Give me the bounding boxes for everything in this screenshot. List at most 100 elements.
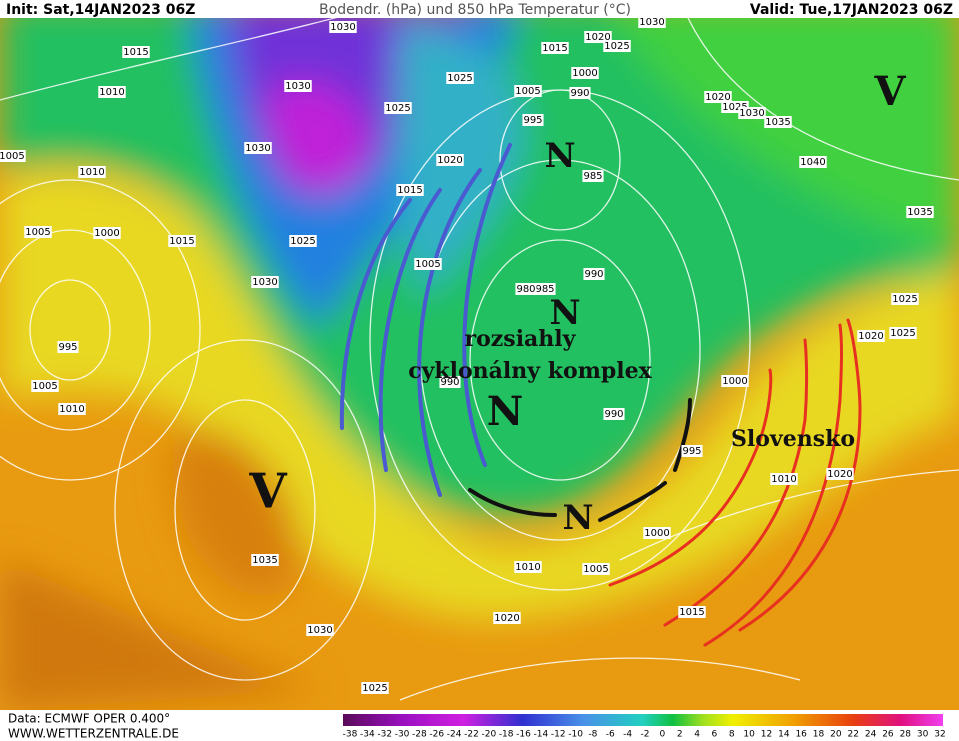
isobar-label: 990 — [604, 409, 623, 420]
isobar-label-bg — [31, 380, 59, 392]
isobar-label: 1010 — [515, 562, 540, 573]
isobar-label-bg — [493, 612, 521, 624]
isobar-label-bg — [58, 403, 86, 415]
isobar-label: 1020 — [585, 32, 610, 43]
isobar-label-bg — [289, 235, 317, 247]
isobar — [0, 179, 201, 481]
field-dark-orange — [0, 560, 320, 710]
isobar-label: 1020 — [705, 92, 730, 103]
isobar-label: 1035 — [765, 117, 790, 128]
isobar-label-bg — [721, 375, 749, 387]
isobar-label-bg — [414, 258, 442, 270]
header-bar — [0, 0, 959, 18]
isobar-label-bg — [770, 473, 798, 485]
isobar-label-bg — [439, 376, 461, 388]
isobar-label-bg — [78, 166, 106, 178]
isobar-label-bg — [891, 293, 919, 305]
isobar-label-bg — [857, 330, 885, 342]
isobar-label: 1025 — [362, 683, 387, 694]
valid-time: Valid: Tue,17JAN2023 06Z — [750, 2, 953, 18]
map-title: Bodendr. (hPa) und 850 hPa Temperatur (°… — [319, 2, 631, 18]
isobar-label: 1025 — [604, 41, 629, 52]
isobar-label-bg — [571, 67, 599, 79]
isobar-label-bg — [0, 150, 26, 162]
isobar-label: 1020 — [494, 613, 519, 624]
isobar-label-bg — [515, 283, 537, 295]
pressure-center: N — [487, 388, 524, 435]
isobar-label-bg — [361, 682, 389, 694]
colorbar-tick-label: 4 — [694, 730, 700, 740]
isobar-label-bg — [396, 184, 424, 196]
init-time: Init: Sat,14JAN2023 06Z — [6, 2, 195, 18]
isobar-label-bg — [514, 85, 542, 97]
isobar-label-bg — [643, 527, 671, 539]
isobar-label: 1000 — [94, 228, 119, 239]
colorbar-tick-label: 2 — [677, 730, 683, 740]
flow-arrow-blue — [462, 143, 512, 467]
isobar-label: 1010 — [99, 87, 124, 98]
isobar-label: 990 — [440, 377, 459, 388]
isobar — [0, 229, 151, 431]
isobar — [399, 657, 801, 701]
annotation: Slovensko — [731, 426, 855, 452]
isobar-label-bg — [514, 561, 542, 573]
isobar-label-bg — [98, 86, 126, 98]
isobar-label: 1010 — [79, 167, 104, 178]
isobar-label: 1020 — [437, 155, 462, 166]
isobar-label-bg — [93, 227, 121, 239]
isobar-label: 985 — [583, 171, 602, 182]
pressure-center: N — [544, 136, 575, 176]
colorbar-tick-label: -4 — [623, 730, 632, 740]
field-magenta — [266, 82, 370, 195]
isobar-label: 995 — [682, 446, 701, 457]
isobar-label-bg — [603, 408, 625, 420]
isobar-label: 1005 — [515, 86, 540, 97]
isobar-label: 1030 — [252, 277, 277, 288]
colorbar-tick-label: 14 — [778, 730, 790, 740]
isobar-label: 1020 — [858, 331, 883, 342]
isobar — [114, 339, 376, 681]
annotation: cyklonálny komplex — [408, 358, 652, 384]
colorbar-tick-label: 32 — [934, 730, 945, 740]
isobar-label: 1010 — [771, 474, 796, 485]
colorbar — [343, 714, 943, 726]
isobar-label-bg — [582, 170, 604, 182]
isobar-label: 1030 — [245, 143, 270, 154]
isobar-label: 1005 — [583, 564, 608, 575]
pressure-center: N — [562, 498, 593, 538]
isobar-label-bg — [251, 276, 279, 288]
isobar-label: 1005 — [0, 151, 25, 162]
isobar-label-bg — [678, 606, 706, 618]
isobar-label: 1015 — [169, 236, 194, 247]
isobar-label: 1025 — [385, 103, 410, 114]
isobar-label: 1025 — [447, 73, 472, 84]
isobar-label: 985 — [535, 284, 554, 295]
isobar-label-bg — [384, 102, 412, 114]
isobar-label: 1000 — [572, 68, 597, 79]
isobar-label: 1040 — [800, 157, 825, 168]
flow-arrow-red — [738, 318, 862, 632]
isobar-label-bg — [582, 563, 610, 575]
colorbar-tick-label: 6 — [712, 730, 718, 740]
isobar-label-bg — [122, 46, 150, 58]
colorbar-tick-label: -34 — [360, 730, 375, 740]
isobar — [29, 279, 111, 381]
isobar-label: 1030 — [739, 108, 764, 119]
isobar-label-bg — [306, 624, 334, 636]
isobar-label: 1030 — [285, 81, 310, 92]
isobar-label: 1005 — [25, 227, 50, 238]
colorbar-tick-label: -24 — [447, 730, 462, 740]
colorbar-tick-label: -30 — [395, 730, 410, 740]
isobar-label: 1005 — [415, 259, 440, 270]
colorbar-tick-label: -12 — [551, 730, 566, 740]
isobar-label-bg — [906, 206, 934, 218]
isobar-label: 1025 — [892, 294, 917, 305]
pressure-center: V — [248, 464, 287, 520]
colorbar-tick-label: 8 — [729, 730, 735, 740]
isobar-label-bg — [638, 16, 666, 28]
colorbar-tick-label: 16 — [795, 730, 807, 740]
flow-arrow-red — [663, 338, 809, 627]
isobar — [499, 89, 621, 231]
